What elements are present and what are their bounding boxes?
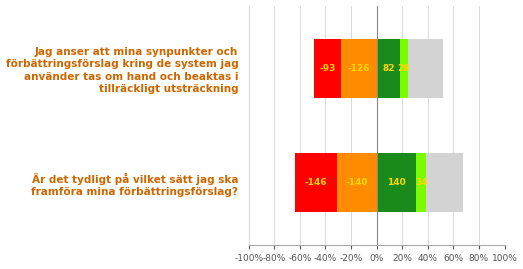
Text: 28: 28 <box>397 64 410 73</box>
Bar <box>295 153 337 212</box>
Text: -93: -93 <box>320 64 336 73</box>
Bar <box>426 153 463 212</box>
Bar <box>400 39 408 98</box>
Text: 34: 34 <box>415 178 428 187</box>
Bar <box>416 153 426 212</box>
Bar <box>337 153 377 212</box>
Text: 140: 140 <box>387 178 406 187</box>
Bar <box>408 39 442 98</box>
Bar <box>377 39 400 98</box>
Bar <box>377 153 416 212</box>
Text: -140: -140 <box>345 178 368 187</box>
Text: 82: 82 <box>382 64 394 73</box>
Text: -126: -126 <box>347 64 370 73</box>
Text: -146: -146 <box>304 178 327 187</box>
Bar <box>314 39 340 98</box>
Bar <box>340 39 377 98</box>
